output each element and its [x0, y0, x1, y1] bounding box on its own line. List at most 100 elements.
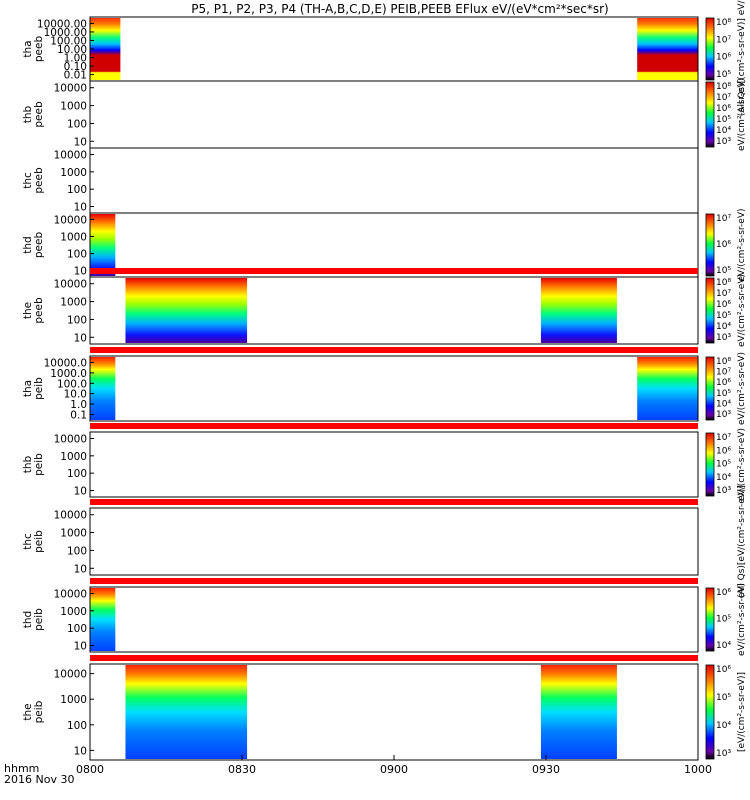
panel-probe-label: the	[22, 302, 34, 319]
panel-frame	[89, 431, 699, 498]
colorbar-tick-label: 10⁴	[716, 322, 731, 332]
panel-frame	[89, 586, 699, 653]
colorbar-tick-label: 10³	[716, 486, 731, 496]
colorbar-tick-label: 10⁵	[716, 389, 731, 399]
colorbar-tick-label: 10⁶	[716, 104, 731, 114]
colorbar	[705, 17, 715, 81]
colorbar-tick-label: 10⁵	[716, 115, 731, 125]
y-tick-label: 1000	[60, 101, 87, 113]
colorbar-tick-label: 10⁶	[716, 240, 731, 250]
panel-frame	[89, 147, 699, 214]
panel-probe-label: thc	[22, 172, 34, 189]
panel-species-label: peib	[33, 453, 45, 476]
colorbar-tick-label: 10⁴	[716, 641, 731, 651]
colorbar-label: eV/(cm²-s-sr-eV)	[737, 78, 747, 151]
spectrogram-block	[540, 665, 617, 759]
colorbar-tick-label: 10⁶	[716, 300, 731, 310]
x-tick-label: 0830	[228, 763, 256, 776]
panel-probe-label: thb	[22, 455, 34, 473]
colorbar-tick-label: 10⁷	[716, 35, 731, 45]
panel-probe-label: tha	[22, 380, 34, 397]
y-tick-label: 0.1	[70, 410, 87, 422]
quality-flag-bar	[90, 578, 698, 584]
x-axis: 0800 0830 0900 0930 1000	[76, 755, 712, 776]
colorbar	[705, 277, 715, 344]
y-tick-label: 10	[74, 563, 87, 575]
panel-species-label: peib	[33, 608, 45, 631]
colorbar-label: (All Qs)[(cm²-s-sr-eV)] eV/(eV)	[737, 0, 747, 116]
y-tick-label: 10	[74, 332, 87, 344]
y-tick-label: 10	[74, 486, 87, 498]
colorbar-tick-label: 10⁵	[716, 615, 731, 625]
quality-flag-bar	[90, 347, 698, 353]
colorbar-tick-label: 10⁴	[716, 473, 731, 483]
colorbar-label: eV/(cm²-s-sr-eV)	[737, 274, 747, 347]
spectrogram-block	[90, 214, 116, 276]
colorbar-tick-label: 10⁷	[716, 433, 731, 443]
y-tick-label: 10	[74, 745, 87, 757]
quality-flag-bar	[90, 655, 698, 661]
colorbar	[705, 587, 715, 652]
colorbar	[705, 356, 715, 421]
panel-frame	[89, 276, 699, 345]
colorbar	[705, 81, 715, 148]
y-tick-label: 10000	[54, 214, 87, 226]
y-tick-label: 10000	[54, 589, 87, 601]
colorbar-tick-label: 10⁶	[716, 446, 731, 456]
colorbar-tick-label: 10⁵	[716, 693, 731, 703]
y-tick-label: 100	[67, 545, 87, 557]
y-tick-label: 10.00	[57, 44, 87, 56]
colorbar	[705, 432, 715, 497]
panel-species-label: peeb	[33, 297, 45, 324]
y-tick-label: 1000.00	[44, 27, 87, 39]
y-tick-label: 10000	[54, 150, 87, 162]
colorbar	[705, 213, 715, 277]
colorbar-tick-label: 10⁸	[716, 278, 731, 288]
y-tick-label: 10	[74, 641, 87, 653]
panel-thc-peib: 10000 1000 100 10 thc peib (All Qs)[eV/(cm²-s-…	[22, 485, 747, 598]
panel-frame	[89, 355, 699, 422]
colorbar-tick-label: 10⁸	[716, 82, 731, 92]
panel-probe-label: the	[22, 703, 34, 720]
spectrogram-block	[90, 357, 116, 420]
colorbar-tick-label: 10⁶	[716, 53, 731, 63]
panel-thd-peeb: 10000 1000 100 10 thd peeb 10⁷ 10⁶ 10⁵ eV/(cm²-s-…	[22, 208, 747, 281]
panel-the-peib: 10000 1000 100 10 the peib 10⁶ 10⁵ 10⁴ 10³ [eV/(cm…	[22, 655, 747, 761]
spectrogram-block	[125, 278, 248, 343]
panel-species-label: peeb	[33, 36, 45, 63]
colorbar-label: [eV/(cm²-s-sr-eV)]	[737, 672, 747, 752]
colorbar-tick-label: 10⁶	[716, 588, 731, 598]
colorbar-tick-label: 10⁵	[716, 311, 731, 321]
y-tick-label: 100	[67, 249, 87, 261]
colorbar-tick-label: 10⁵	[716, 70, 731, 80]
y-tick-label: 10.0	[64, 389, 87, 401]
colorbar-tick-label: 10⁷	[716, 214, 731, 224]
colorbar-label: eV/(cm²-s-sr-eV)	[737, 428, 747, 501]
y-tick-label: 1000	[60, 528, 87, 540]
y-tick-label: 0.01	[64, 70, 87, 82]
y-tick-label: 1000	[60, 694, 87, 706]
spectrogram-block	[90, 18, 121, 80]
colorbar-tick-label: 10⁴	[716, 126, 731, 136]
panel-species-label: peib	[33, 377, 45, 400]
panel-species-label: peib	[33, 530, 45, 553]
x-tick-label: 0930	[532, 763, 560, 776]
y-tick-label: 100	[67, 184, 87, 196]
panel-species-label: peeb	[33, 232, 45, 259]
panel-frame	[89, 507, 699, 576]
y-tick-label: 10000.0	[44, 358, 87, 370]
panel-thb-peib: 10000 1000 100 10 thb peib 10⁷ 10⁶ 10⁵ 10⁴ 10³ eV/(…	[22, 423, 747, 501]
y-tick-label: 0.10	[64, 61, 87, 73]
colorbar-label: (All Qs)[eV/(cm²-s-sr-eV)]	[737, 485, 747, 598]
panel-frame	[89, 80, 699, 149]
colorbar-tick-label: 10⁵	[716, 460, 731, 470]
quality-flag-bar	[90, 268, 698, 274]
y-tick-label: 1000	[60, 297, 87, 309]
y-tick-label: 10000	[54, 83, 87, 95]
spectrogram-block	[637, 18, 698, 80]
x-tick-label: 1000	[684, 763, 712, 776]
